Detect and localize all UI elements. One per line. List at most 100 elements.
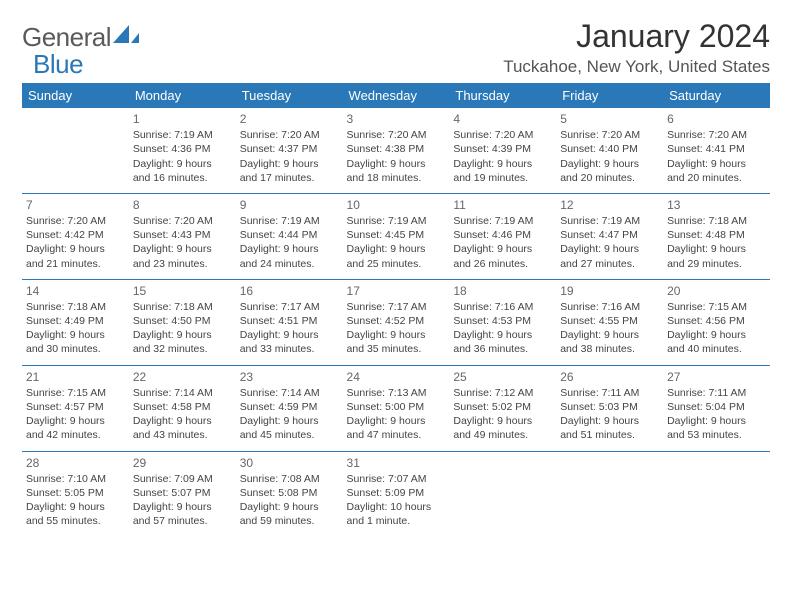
calendar-day-cell: 14Sunrise: 7:18 AMSunset: 4:49 PMDayligh… — [22, 279, 129, 365]
day-info-line: Sunrise: 7:17 AM — [347, 300, 446, 314]
day-info-line: Daylight: 9 hours and 30 minutes. — [26, 328, 125, 356]
day-info-line: Sunrise: 7:20 AM — [240, 128, 339, 142]
day-info-line: Sunset: 4:49 PM — [26, 314, 125, 328]
day-info-line: Sunset: 4:59 PM — [240, 400, 339, 414]
day-header: Wednesday — [343, 83, 450, 108]
day-info-line: Sunrise: 7:16 AM — [453, 300, 552, 314]
day-number: 31 — [347, 455, 446, 471]
day-info-line: Daylight: 9 hours and 27 minutes. — [560, 242, 659, 270]
day-number: 17 — [347, 283, 446, 299]
day-info-line: Sunrise: 7:18 AM — [133, 300, 232, 314]
day-number: 29 — [133, 455, 232, 471]
day-info-line: Daylight: 9 hours and 59 minutes. — [240, 500, 339, 528]
day-header: Friday — [556, 83, 663, 108]
logo-sail-icon — [113, 25, 139, 50]
day-number: 21 — [26, 369, 125, 385]
calendar-day-cell: 13Sunrise: 7:18 AMSunset: 4:48 PMDayligh… — [663, 193, 770, 279]
day-info-line: Sunrise: 7:19 AM — [560, 214, 659, 228]
day-info-line: Sunrise: 7:12 AM — [453, 386, 552, 400]
day-info-line: Sunrise: 7:08 AM — [240, 472, 339, 486]
day-info-line: Daylight: 9 hours and 24 minutes. — [240, 242, 339, 270]
day-number: 28 — [26, 455, 125, 471]
day-number: 10 — [347, 197, 446, 213]
calendar-week-row: 28Sunrise: 7:10 AMSunset: 5:05 PMDayligh… — [22, 451, 770, 536]
day-info-line: Sunrise: 7:20 AM — [667, 128, 766, 142]
day-info-line: Sunrise: 7:18 AM — [26, 300, 125, 314]
day-number: 20 — [667, 283, 766, 299]
day-info-line: Daylight: 9 hours and 21 minutes. — [26, 242, 125, 270]
calendar-day-cell: 2Sunrise: 7:20 AMSunset: 4:37 PMDaylight… — [236, 108, 343, 193]
day-number: 12 — [560, 197, 659, 213]
day-info-line: Sunset: 5:08 PM — [240, 486, 339, 500]
calendar-day-cell: 8Sunrise: 7:20 AMSunset: 4:43 PMDaylight… — [129, 193, 236, 279]
day-info-line: Sunset: 5:03 PM — [560, 400, 659, 414]
calendar-body: 1Sunrise: 7:19 AMSunset: 4:36 PMDaylight… — [22, 108, 770, 536]
day-info-line: Daylight: 9 hours and 19 minutes. — [453, 157, 552, 185]
day-number: 1 — [133, 111, 232, 127]
day-info-line: Sunrise: 7:16 AM — [560, 300, 659, 314]
calendar-week-row: 1Sunrise: 7:19 AMSunset: 4:36 PMDaylight… — [22, 108, 770, 193]
day-number: 4 — [453, 111, 552, 127]
calendar-day-cell: 26Sunrise: 7:11 AMSunset: 5:03 PMDayligh… — [556, 365, 663, 451]
calendar-day-cell — [22, 108, 129, 193]
calendar-day-cell: 23Sunrise: 7:14 AMSunset: 4:59 PMDayligh… — [236, 365, 343, 451]
calendar-day-cell: 15Sunrise: 7:18 AMSunset: 4:50 PMDayligh… — [129, 279, 236, 365]
calendar-day-cell: 12Sunrise: 7:19 AMSunset: 4:47 PMDayligh… — [556, 193, 663, 279]
day-number: 6 — [667, 111, 766, 127]
logo-text-blue: Blue — [33, 49, 83, 79]
day-info-line: Sunset: 4:48 PM — [667, 228, 766, 242]
day-info-line: Daylight: 9 hours and 18 minutes. — [347, 157, 446, 185]
day-info-line: Daylight: 9 hours and 49 minutes. — [453, 414, 552, 442]
day-number: 24 — [347, 369, 446, 385]
calendar-day-cell: 29Sunrise: 7:09 AMSunset: 5:07 PMDayligh… — [129, 451, 236, 536]
day-info-line: Sunrise: 7:18 AM — [667, 214, 766, 228]
calendar-day-cell: 11Sunrise: 7:19 AMSunset: 4:46 PMDayligh… — [449, 193, 556, 279]
calendar-day-cell: 30Sunrise: 7:08 AMSunset: 5:08 PMDayligh… — [236, 451, 343, 536]
calendar-week-row: 14Sunrise: 7:18 AMSunset: 4:49 PMDayligh… — [22, 279, 770, 365]
day-info-line: Daylight: 9 hours and 23 minutes. — [133, 242, 232, 270]
calendar-day-cell — [663, 451, 770, 536]
day-number: 3 — [347, 111, 446, 127]
day-info-line: Daylight: 9 hours and 43 minutes. — [133, 414, 232, 442]
calendar-day-cell: 4Sunrise: 7:20 AMSunset: 4:39 PMDaylight… — [449, 108, 556, 193]
day-info-line: Sunset: 4:46 PM — [453, 228, 552, 242]
day-info-line: Sunset: 4:45 PM — [347, 228, 446, 242]
day-info-line: Daylight: 9 hours and 40 minutes. — [667, 328, 766, 356]
day-info-line: Daylight: 9 hours and 55 minutes. — [26, 500, 125, 528]
calendar-day-cell: 20Sunrise: 7:15 AMSunset: 4:56 PMDayligh… — [663, 279, 770, 365]
day-info-line: Sunset: 4:58 PM — [133, 400, 232, 414]
day-number: 22 — [133, 369, 232, 385]
day-info-line: Sunrise: 7:19 AM — [240, 214, 339, 228]
calendar-week-row: 21Sunrise: 7:15 AMSunset: 4:57 PMDayligh… — [22, 365, 770, 451]
day-info-line: Sunset: 4:47 PM — [560, 228, 659, 242]
day-number: 5 — [560, 111, 659, 127]
day-info-line: Sunset: 5:05 PM — [26, 486, 125, 500]
day-header: Thursday — [449, 83, 556, 108]
day-number: 15 — [133, 283, 232, 299]
day-header: Sunday — [22, 83, 129, 108]
day-info-line: Sunset: 4:52 PM — [347, 314, 446, 328]
day-info-line: Daylight: 9 hours and 36 minutes. — [453, 328, 552, 356]
calendar-day-cell: 7Sunrise: 7:20 AMSunset: 4:42 PMDaylight… — [22, 193, 129, 279]
day-info-line: Sunrise: 7:20 AM — [133, 214, 232, 228]
calendar-day-cell — [449, 451, 556, 536]
calendar-day-cell: 16Sunrise: 7:17 AMSunset: 4:51 PMDayligh… — [236, 279, 343, 365]
day-number: 19 — [560, 283, 659, 299]
calendar-day-cell: 10Sunrise: 7:19 AMSunset: 4:45 PMDayligh… — [343, 193, 450, 279]
day-info-line: Sunrise: 7:19 AM — [133, 128, 232, 142]
day-number: 13 — [667, 197, 766, 213]
day-header-row: Sunday Monday Tuesday Wednesday Thursday… — [22, 83, 770, 108]
day-info-line: Sunrise: 7:09 AM — [133, 472, 232, 486]
day-info-line: Sunrise: 7:15 AM — [667, 300, 766, 314]
day-info-line: Sunrise: 7:20 AM — [26, 214, 125, 228]
header: General January 2024 Tuckahoe, New York,… — [22, 18, 770, 77]
location-subtitle: Tuckahoe, New York, United States — [503, 57, 770, 77]
day-number: 30 — [240, 455, 339, 471]
day-number: 26 — [560, 369, 659, 385]
day-info-line: Daylight: 9 hours and 16 minutes. — [133, 157, 232, 185]
day-info-line: Sunrise: 7:10 AM — [26, 472, 125, 486]
calendar-day-cell: 3Sunrise: 7:20 AMSunset: 4:38 PMDaylight… — [343, 108, 450, 193]
calendar-day-cell: 24Sunrise: 7:13 AMSunset: 5:00 PMDayligh… — [343, 365, 450, 451]
day-info-line: Daylight: 9 hours and 26 minutes. — [453, 242, 552, 270]
logo: General — [22, 18, 139, 53]
